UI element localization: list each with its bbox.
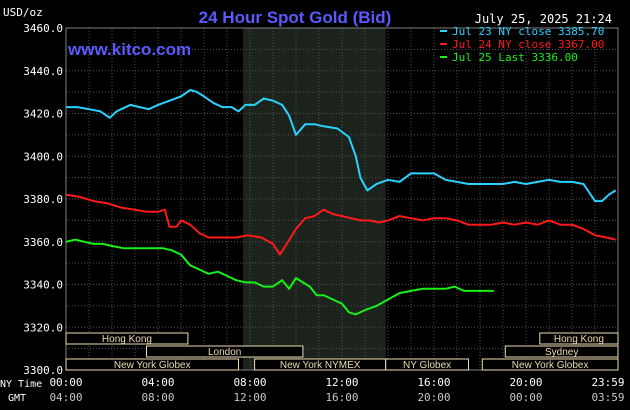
price-line-series-3 xyxy=(65,238,494,316)
x-tick-label-ny: 08:00 xyxy=(233,376,266,389)
session-label: Hong Kong xyxy=(102,334,152,345)
session-label: Sydney xyxy=(545,347,578,358)
gmt-row-label: GMT xyxy=(8,393,26,404)
x-tick-label-gmt: 12:00 xyxy=(233,391,266,404)
y-tick-label: 3360.0 xyxy=(23,236,63,249)
session-bar xyxy=(504,345,619,358)
sessions-layer: Hong Kong London New York Globex New York N… xyxy=(65,332,619,371)
x-tick-label-gmt: 08:00 xyxy=(141,391,174,404)
session-bar xyxy=(65,332,189,345)
x-tick-label-ny: 20:00 xyxy=(509,376,542,389)
session-label: NY Globex xyxy=(403,360,451,371)
session-label: New York Globex xyxy=(512,360,589,371)
x-tick-label-ny: 23:59 xyxy=(591,376,624,389)
y-tick-label: 3440.0 xyxy=(23,65,63,78)
legend-entry: Jul 25 Last 3336.00 xyxy=(452,51,578,64)
session-label: New York Globex xyxy=(114,360,191,371)
y-tick-label: 3420.0 xyxy=(23,108,63,121)
y-tick-label: 3300.0 xyxy=(23,364,63,377)
session-label: New York NYMEX xyxy=(280,360,361,371)
session-label: London xyxy=(208,347,241,358)
y-tick-label: 3400.0 xyxy=(23,150,63,163)
highlight-layer xyxy=(243,28,386,370)
y-tick-label: 3320.0 xyxy=(23,321,63,334)
x-tick-label-ny: 00:00 xyxy=(49,376,82,389)
y-tick-label: 3340.0 xyxy=(23,279,63,292)
session-bar xyxy=(146,345,304,358)
session-bar xyxy=(65,358,239,371)
price-line-series-2 xyxy=(65,193,616,256)
session-bar xyxy=(539,332,619,345)
chart-title: 24 Hour Spot Gold (Bid) xyxy=(199,8,392,27)
x-tick-label-gmt: 00:00 xyxy=(509,391,542,404)
y-tick-label: 3380.0 xyxy=(23,193,63,206)
x-tick-label-gmt: 03:59 xyxy=(591,391,624,404)
x-tick-label-ny: 16:00 xyxy=(417,376,450,389)
x-tick-label-gmt: 16:00 xyxy=(325,391,358,404)
legend-entry: Jul 23 NY close 3385.70 xyxy=(452,25,604,38)
session-bar xyxy=(385,358,470,371)
grid-layer xyxy=(65,27,619,371)
highlighted-session-band xyxy=(243,28,386,370)
x-tick-label-gmt: 20:00 xyxy=(417,391,450,404)
x-tick-label-gmt: 04:00 xyxy=(49,391,82,404)
session-bar xyxy=(481,358,619,371)
x-tick-label-ny: 04:00 xyxy=(141,376,174,389)
ny-time-row-label: NY Time xyxy=(0,379,42,390)
price-line-series-1 xyxy=(66,89,617,203)
y-axis-unit-label: USD/oz xyxy=(3,6,43,19)
watermark-url: www.kitco.com xyxy=(67,40,191,59)
axis-layer: 3300.0 3320.0 3340.0 3360.0 3380.0 3400.0 3420… xyxy=(23,22,624,404)
x-tick-label-ny: 12:00 xyxy=(325,376,358,389)
session-label: Hong Kong xyxy=(554,334,604,345)
chart-timestamp: July 25, 2025 21:24 xyxy=(475,12,612,26)
series-layer xyxy=(65,89,617,316)
legend-entry: Jul 24 NY close 3367.00 xyxy=(452,38,604,51)
y-tick-label: 3460.0 xyxy=(23,22,63,35)
